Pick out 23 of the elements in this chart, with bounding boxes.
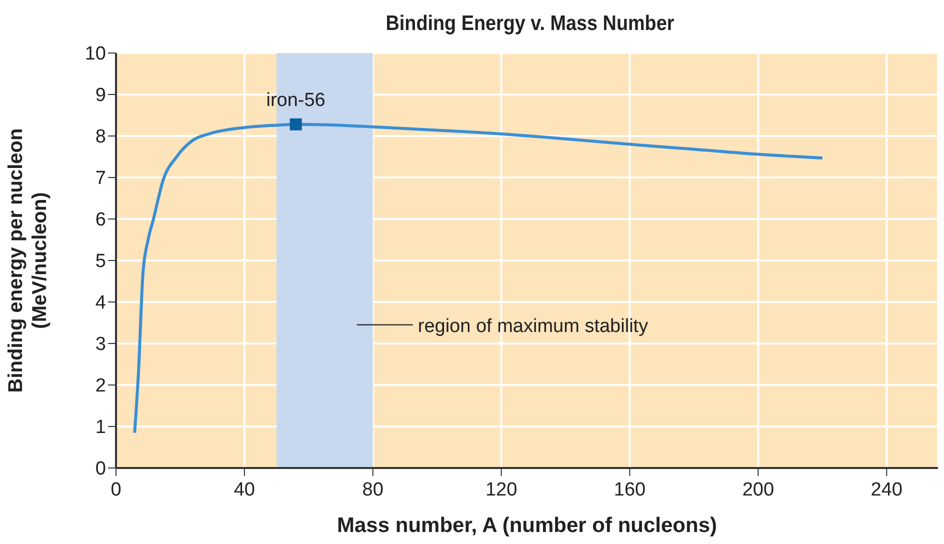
y-tick-label: 9 [95, 85, 106, 106]
x-tick-label: 200 [742, 479, 774, 500]
x-tick-label: 0 [110, 479, 122, 500]
y-tick-label: 4 [95, 292, 106, 314]
x-tick-label: 160 [614, 479, 646, 500]
y-tick-label: 7 [95, 168, 106, 190]
y-tick-label: 0 [95, 458, 106, 480]
x-tick-label: 40 [234, 479, 256, 500]
series-label: iron-56 [266, 90, 326, 111]
x-tick-label: 80 [362, 479, 384, 500]
y-tick-label: 1 [95, 417, 106, 438]
y-tick-label: 3 [95, 334, 106, 356]
band-label: region of maximum stability [418, 316, 649, 337]
y-tick-label: 6 [95, 210, 106, 231]
y-tick-label: 8 [95, 126, 106, 148]
x-tick-label: 240 [870, 479, 902, 500]
x-tick-label: 120 [485, 479, 518, 500]
y-tick-label: 10 [84, 44, 106, 65]
y-tick-label: 5 [95, 251, 106, 272]
chart-title: Binding Energy v. Mass Number [384, 12, 676, 36]
y-tick-label: 2 [95, 376, 106, 397]
x-axis-title: Mass number, A (number of nucleons) [337, 514, 717, 537]
y-axis-title: Binding energy per nucleon (MeV/nucleon) [5, 128, 51, 393]
